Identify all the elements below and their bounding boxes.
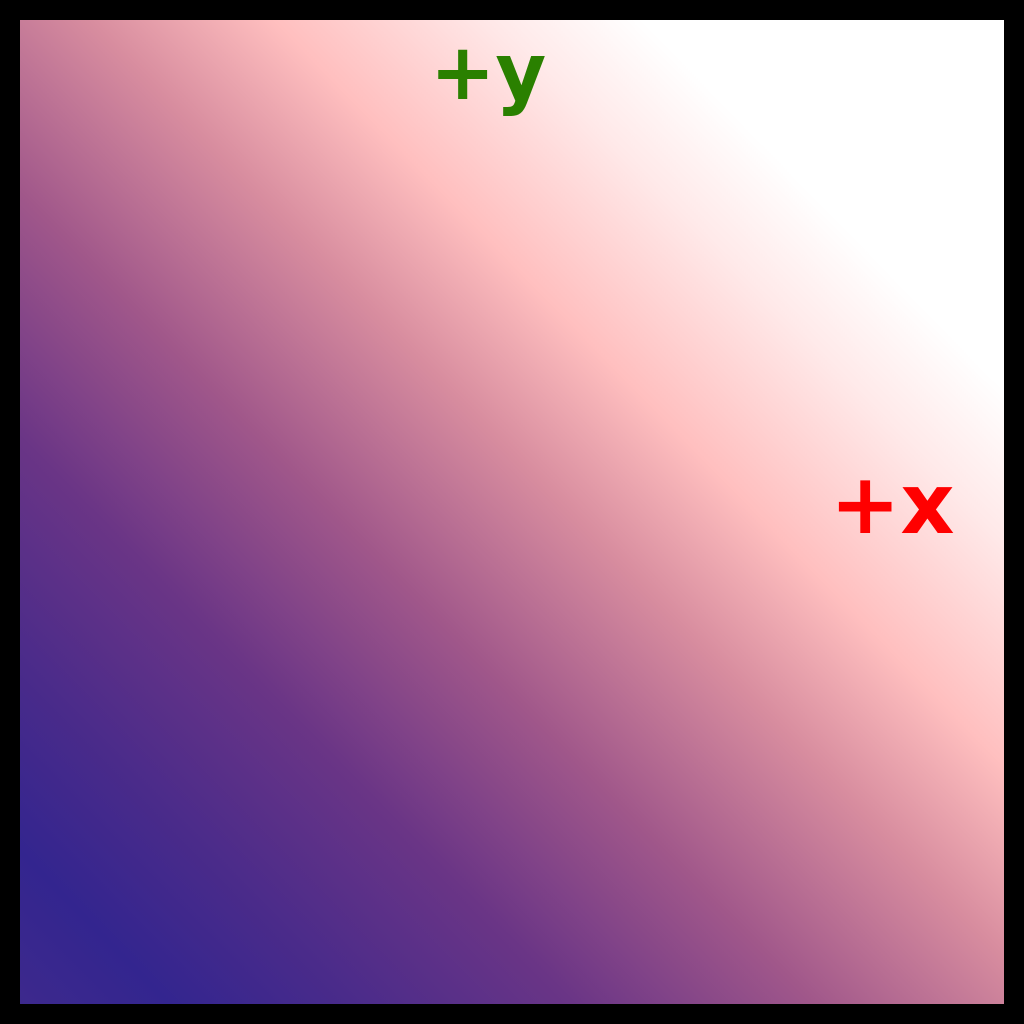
gradient-fill [20, 20, 1004, 1004]
gradient-square [20, 20, 1004, 1004]
y-axis-label: +y [430, 28, 547, 118]
x-axis-label: +x [830, 455, 955, 553]
gradient-rect [20, 20, 1004, 1004]
